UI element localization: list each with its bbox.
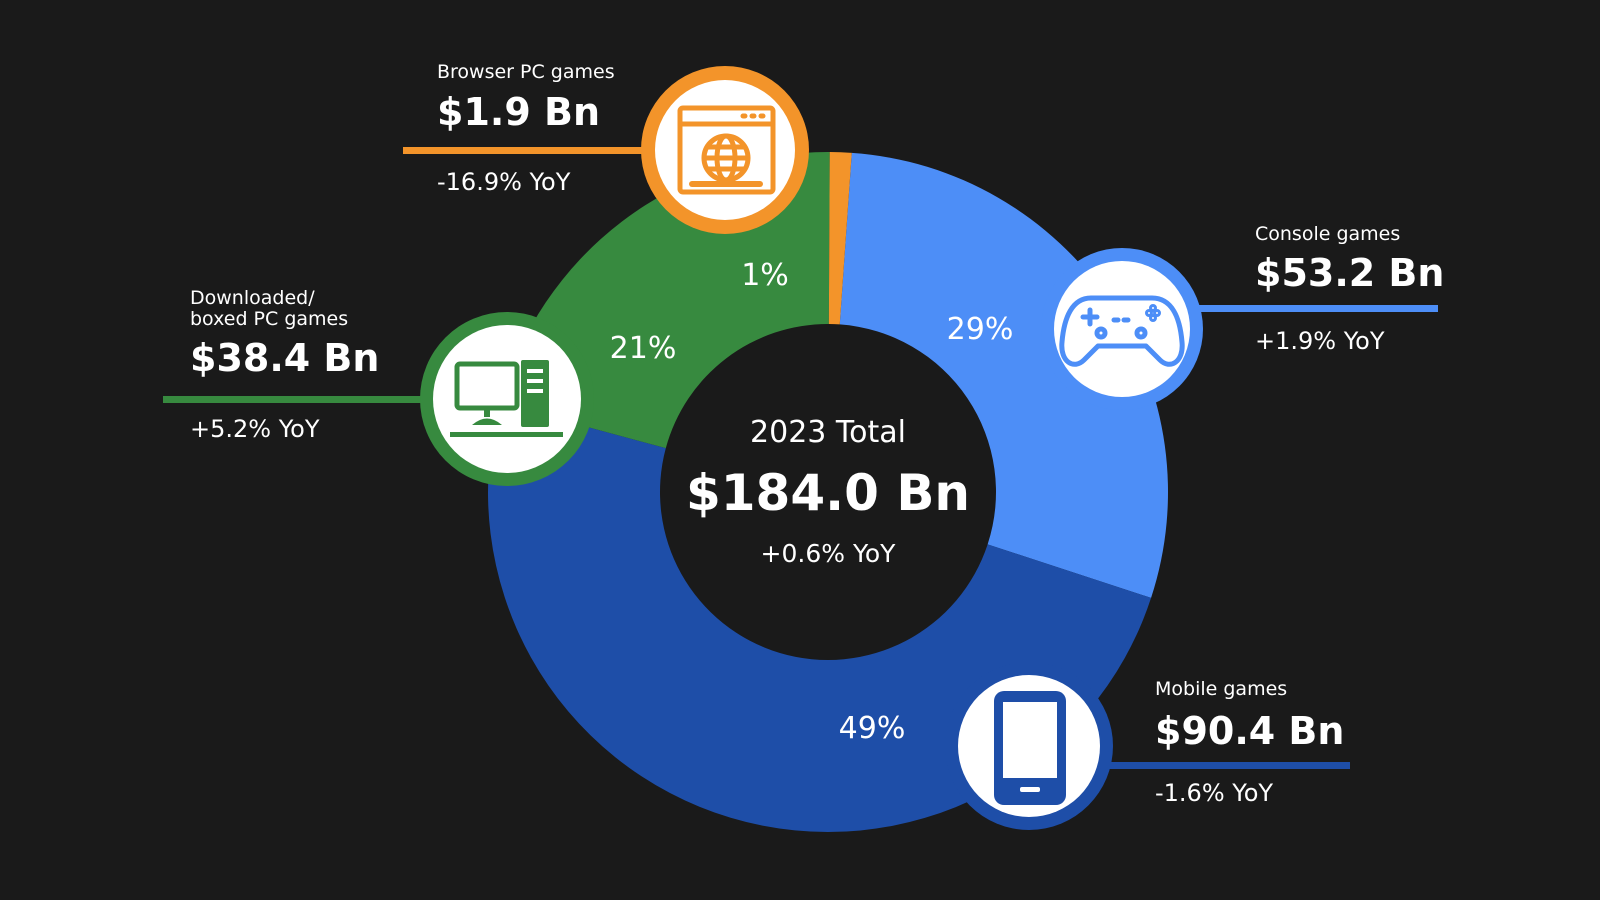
center-yoy: +0.6% YoY	[761, 539, 897, 568]
callout-lines	[163, 147, 1438, 769]
callout-console: Console games $53.2 Bn +1.9% YoY	[1255, 223, 1444, 355]
callout-browser: Browser PC games $1.9 Bn -16.9% YoY	[437, 61, 615, 196]
mobile-value: $90.4 Bn	[1155, 709, 1344, 753]
gamepad-icon	[1059, 295, 1185, 367]
downloaded-callout-line	[163, 396, 423, 403]
desktop-computer-icon	[450, 360, 563, 437]
percent-label-downloaded: 21%	[610, 331, 677, 366]
downloaded-value: $38.4 Bn	[190, 336, 379, 380]
browser-yoy: -16.9% YoY	[437, 168, 571, 196]
callout-downloaded: Downloaded/ boxed PC games $38.4 Bn +5.2…	[190, 287, 379, 443]
mobile-name: Mobile games	[1155, 678, 1287, 700]
browser-window-icon	[677, 105, 776, 195]
center-summary: 2023 Total $184.0 Bn +0.6% YoY	[686, 415, 970, 568]
percent-label-console: 29%	[947, 312, 1014, 347]
percent-label-mobile: 49%	[839, 711, 906, 746]
browser-value: $1.9 Bn	[437, 90, 600, 134]
percent-labels: 29% 49% 21% 1%	[610, 258, 1014, 746]
browser-name: Browser PC games	[437, 61, 615, 83]
downloaded-name-line1: Downloaded/	[190, 287, 315, 309]
downloaded-badge	[420, 312, 594, 486]
mobile-callout-line	[1100, 762, 1350, 769]
downloaded-name-line2: boxed PC games	[190, 308, 348, 330]
mobile-yoy: -1.6% YoY	[1155, 779, 1273, 807]
percent-label-browser: 1%	[741, 258, 789, 293]
console-yoy: +1.9% YoY	[1255, 327, 1385, 355]
center-caption: 2023 Total	[750, 415, 906, 450]
slice-browser-pc-games	[828, 152, 852, 325]
callout-mobile: Mobile games $90.4 Bn -1.6% YoY	[1155, 678, 1344, 807]
slice-console-games	[839, 152, 1168, 598]
console-value: $53.2 Bn	[1255, 251, 1444, 295]
console-callout-line	[1190, 305, 1438, 312]
smartphone-icon	[994, 691, 1066, 805]
console-badge	[1041, 248, 1203, 410]
browser-callout-line	[403, 147, 644, 154]
console-name: Console games	[1255, 223, 1400, 245]
center-total-value: $184.0 Bn	[686, 464, 970, 522]
downloaded-yoy: +5.2% YoY	[190, 415, 320, 443]
browser-badge	[641, 66, 809, 234]
mobile-badge	[945, 662, 1113, 830]
